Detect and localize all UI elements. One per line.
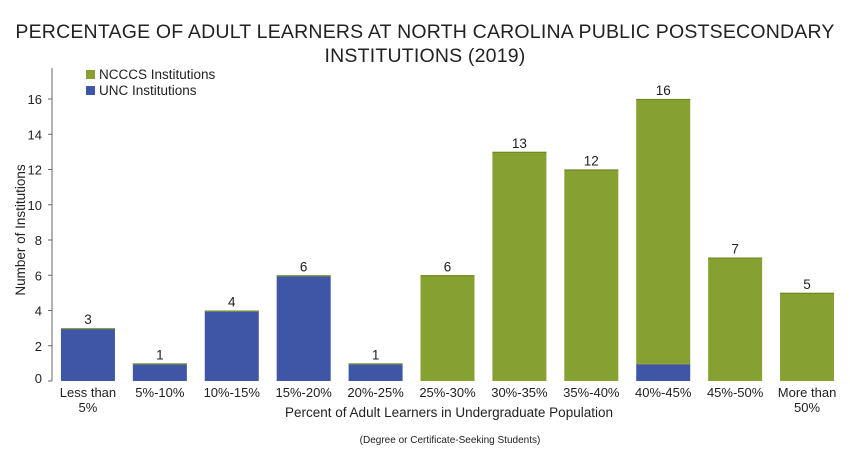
data-label-9: 7 [731,242,739,257]
x-category-label-6: 30%-35% [491,385,548,400]
bar-ncccs-6 [492,151,547,381]
bar-unc-8 [636,363,691,381]
legend-label-0: NCCCS Institutions [99,67,216,82]
x-category-label-0: Less than [60,385,116,400]
y-tick-label: 2 [35,339,42,354]
data-label-7: 12 [584,154,599,169]
legend-swatch-1 [86,86,95,95]
y-tick-label: 14 [28,127,42,142]
bar-ncccs-9 [708,257,763,381]
chart-title-line-2: INSTITUTIONS (2019) [324,45,526,67]
x-axis-title: Percent of Adult Learners in Undergradua… [285,405,613,420]
y-tick-label: 0 [35,371,42,386]
x-category-label-10: More than [778,385,837,400]
bar-ncccs-8 [636,99,691,364]
legend-swatch-0 [86,70,95,79]
y-tick-label: 4 [35,304,42,319]
data-label-1: 1 [156,347,164,362]
y-tick-label: 6 [35,268,42,283]
bar-unc-3 [276,275,331,381]
x-category-label-9: 45%-50% [707,385,764,400]
legend-label-1: UNC Institutions [99,83,197,98]
data-label-8: 16 [656,83,671,98]
y-tick-label: 8 [35,233,42,248]
data-label-2: 4 [228,295,236,310]
data-label-4: 1 [372,347,380,362]
chart-title-line-1: PERCENTAGE OF ADULT LEARNERS AT NORTH CA… [15,21,835,43]
data-label-10: 5 [803,277,811,292]
bar-ncccs-5 [420,275,475,381]
x-category-label-5: 25%-30% [419,385,476,400]
bar-unc-4 [348,363,403,381]
data-label-0: 3 [84,312,92,327]
bar-ncccs-7 [564,169,619,381]
x-category-label-10: 50% [794,400,820,415]
x-category-label-1: 5%-10% [135,385,185,400]
x-category-label-2: 10%-15% [204,385,261,400]
x-category-label-4: 20%-25% [347,385,404,400]
data-label-6: 13 [512,136,527,151]
x-category-label-8: 40%-45% [635,385,692,400]
data-label-3: 6 [300,259,308,274]
y-axis: 0 2 4 6 8 10 12 14 16 [28,68,53,386]
bar-unc-0 [60,328,115,381]
bar-unc-1 [132,363,187,381]
y-tick-label: 16 [28,92,42,107]
bar-ncccs-10 [780,292,835,381]
y-tick-label: 10 [28,198,42,213]
y-axis-title: Number of Institutions [13,164,28,296]
x-category-label-0: 5% [79,400,98,415]
x-category-label-7: 35%-40% [563,385,620,400]
y-tick-label: 12 [28,163,42,178]
data-label-5: 6 [444,259,452,274]
bar-unc-2 [204,310,259,381]
bars [60,98,835,381]
x-category-label-3: 15%-20% [275,385,332,400]
chart-footnote: (Degree or Certificate-Seeking Students) [360,435,541,446]
